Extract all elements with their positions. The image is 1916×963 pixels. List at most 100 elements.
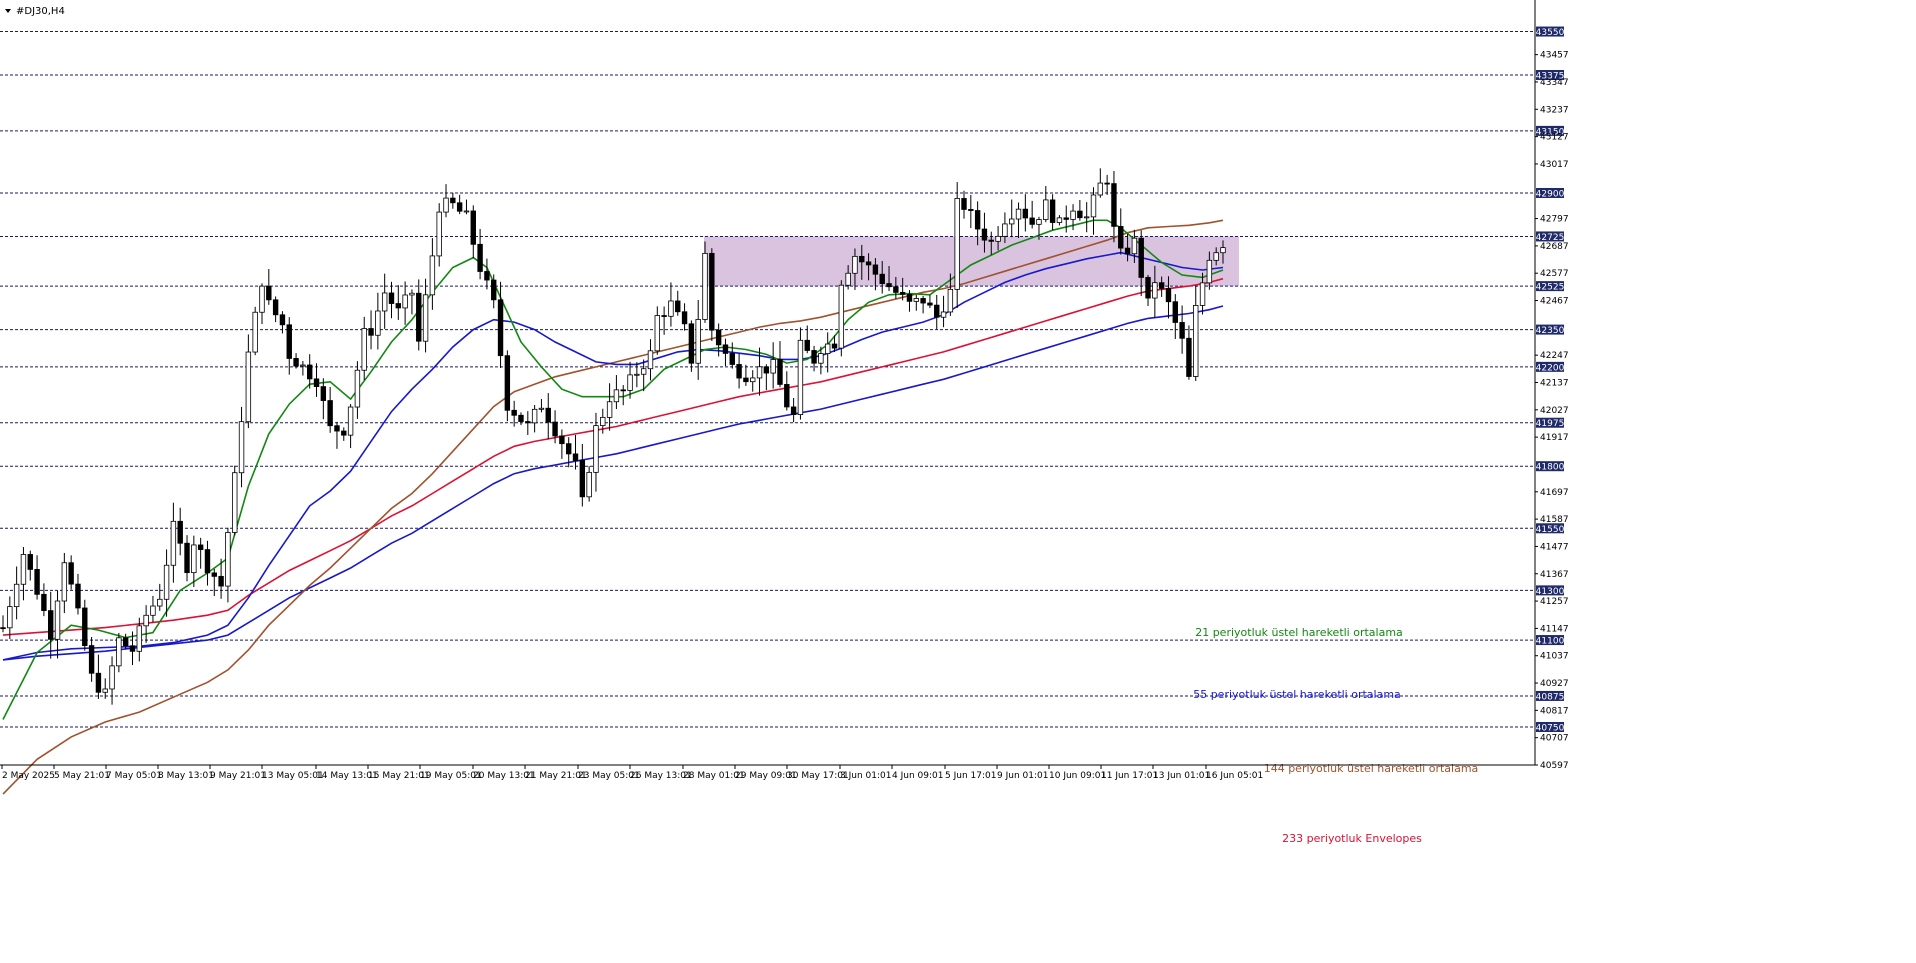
candle-bear: [1111, 183, 1117, 227]
candle-bear: [27, 554, 33, 570]
candle-bear: [307, 364, 313, 380]
candle-bear: [722, 344, 729, 354]
y-tick-43127: 43127: [1540, 133, 1569, 143]
x-tick-16: 3 Jun 01:01: [840, 771, 891, 781]
candle-bear: [872, 264, 879, 275]
candle-bear: [204, 549, 211, 574]
candle-bull: [913, 298, 919, 302]
candle-bull: [940, 311, 947, 318]
candle-bull: [102, 688, 108, 693]
candle-bull: [1015, 208, 1022, 220]
candle-bear: [484, 271, 490, 281]
candle-bear: [68, 562, 74, 585]
dropdown-arrow-icon[interactable]: [5, 9, 11, 13]
x-tick-2: 7 May 05:01: [106, 771, 162, 781]
legend-ema55: 55 periyotluk üstel hareketli ortalama: [1193, 688, 1401, 701]
candle-bull: [436, 211, 442, 257]
candle-bear: [504, 355, 511, 411]
candle-bull: [1213, 252, 1219, 261]
level-label-bg-42725: [1536, 231, 1564, 242]
candle-bull: [157, 598, 163, 607]
candle-bear: [286, 324, 292, 359]
x-tick-9: 20 May 13:01: [473, 771, 535, 781]
x-tick-3: 8 May 13:01: [158, 771, 214, 781]
level-label-bg-40875: [1536, 690, 1564, 701]
candle-bear: [545, 407, 551, 423]
level-label-bg-42200: [1536, 361, 1564, 372]
candle-bull: [422, 294, 429, 342]
candle-bear: [763, 366, 770, 374]
candle-bull: [838, 284, 845, 349]
candle-bear: [681, 311, 688, 325]
level-label-41100: 41100: [1536, 637, 1565, 647]
candle-bear: [565, 443, 572, 455]
y-tick-42577: 42577: [1540, 269, 1569, 279]
y-tick-41697: 41697: [1540, 488, 1569, 498]
ema55-line: [2, 251, 1224, 661]
y-tick-42027: 42027: [1540, 406, 1569, 416]
chart-title-bar[interactable]: #DJ30,H4: [5, 6, 65, 17]
candle-bull: [654, 315, 661, 352]
candle-bull: [170, 520, 177, 566]
candle-bull: [409, 292, 415, 296]
y-tick-40817: 40817: [1540, 706, 1569, 716]
time-axis: 2 May 2025 5 May 21:017 May 05:018 May 13…: [1, 765, 1263, 781]
candle-bear: [661, 315, 667, 317]
candle-bull: [947, 288, 954, 313]
candle-bull: [756, 366, 763, 379]
candle-bull: [845, 272, 851, 286]
level-label-bg-42900: [1536, 187, 1564, 198]
candle-bear: [197, 544, 204, 550]
candle-bear: [886, 283, 892, 288]
x-tick-18: 5 Jun 17:01: [945, 771, 996, 781]
y-tick-43457: 43457: [1540, 51, 1569, 61]
candle-bull: [634, 373, 640, 376]
level-label-bg-43375: [1536, 70, 1564, 81]
candle-bear: [859, 255, 865, 263]
y-tick-41367: 41367: [1540, 570, 1569, 580]
candle-bull: [531, 408, 538, 424]
y-tick-40707: 40707: [1540, 734, 1569, 744]
candle-bear: [88, 645, 95, 674]
candle-bull: [702, 252, 708, 320]
candle-bull: [20, 554, 27, 585]
level-label-bg-41300: [1536, 585, 1564, 596]
x-tick-12: 26 May 13:01: [630, 771, 692, 781]
level-label-40875: 40875: [1536, 692, 1565, 702]
candle-bear: [450, 197, 456, 204]
candle-bull: [347, 406, 354, 436]
candle-bear: [1022, 208, 1029, 219]
candle-bull: [163, 564, 170, 600]
candle-bear: [525, 421, 531, 424]
candle-bull: [116, 637, 122, 667]
candle-bear: [518, 414, 524, 422]
candle-bear: [48, 610, 54, 640]
candle-bull: [1043, 199, 1049, 220]
x-tick-7: 15 May 21:01: [368, 771, 430, 781]
candle-bear: [266, 285, 272, 301]
candle-bull: [954, 198, 960, 290]
y-tick-41147: 41147: [1540, 624, 1569, 634]
candle-bull: [695, 319, 701, 364]
candle-bear: [368, 328, 374, 336]
candle-bear: [927, 302, 933, 306]
candle-bear: [552, 421, 558, 437]
candle-bear: [416, 292, 422, 342]
candle-bull: [750, 377, 756, 383]
candle-bear: [211, 572, 217, 577]
candle-bull: [402, 294, 408, 309]
candle-bear: [388, 292, 395, 304]
candle-bear: [675, 300, 681, 313]
candle-bull: [770, 359, 776, 374]
candle-bear: [279, 314, 286, 326]
candle-bear: [218, 575, 224, 587]
candle-bear: [82, 607, 88, 646]
candle-bear: [1158, 282, 1165, 289]
level-label-43375: 43375: [1536, 72, 1565, 82]
candle-bear: [491, 279, 497, 301]
level-label-42900: 42900: [1536, 189, 1565, 199]
candle-bear: [0, 627, 6, 630]
price-axis: 43550 43375 43150 42900 42725 42525 42350 42200…: [1535, 26, 1569, 771]
candle-bull: [1036, 219, 1042, 225]
